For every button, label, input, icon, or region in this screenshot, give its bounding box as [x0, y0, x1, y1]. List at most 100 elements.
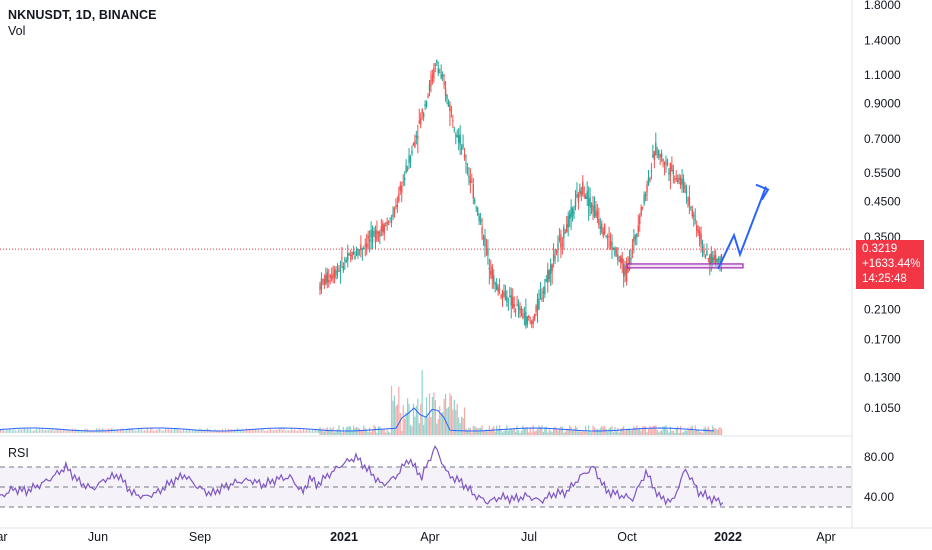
volume-bar	[21, 429, 22, 433]
candle-body	[462, 144, 464, 148]
volume-bar	[658, 432, 660, 435]
candle-body	[469, 178, 472, 183]
candle-body	[630, 257, 632, 260]
volume-bar	[169, 429, 171, 433]
price-change: +1633.44%	[862, 258, 921, 270]
candle-body	[522, 313, 524, 318]
volume-bar	[434, 400, 436, 435]
candle-body	[554, 256, 556, 259]
rsi-line	[0, 445, 724, 507]
volume-bar	[114, 430, 115, 433]
volume-bar	[646, 432, 648, 435]
candle-body	[509, 295, 511, 297]
volume-bar	[693, 431, 695, 435]
candle-body	[539, 294, 542, 296]
volume-bar	[138, 428, 139, 433]
volume-bar	[501, 432, 504, 435]
candle-body	[447, 101, 450, 107]
volume-bar	[519, 432, 521, 435]
candle-body	[487, 248, 489, 256]
candle-body	[633, 236, 635, 243]
volume-bar	[477, 428, 479, 435]
volume-bar	[561, 426, 563, 435]
candle-body	[380, 226, 383, 232]
volume-bar	[22, 428, 24, 433]
candle-body	[463, 154, 466, 159]
volume-bar	[699, 431, 701, 435]
volume-bar	[46, 429, 48, 433]
volume-bar	[637, 428, 639, 435]
candle-body	[325, 275, 327, 285]
volume-bar	[318, 429, 319, 433]
volume-bar	[636, 425, 638, 435]
volume-bar	[395, 405, 397, 435]
volume-bar	[33, 430, 34, 433]
volume-bar	[627, 428, 629, 435]
volume-bar	[431, 396, 434, 435]
candle-body	[703, 248, 705, 254]
volume-bar	[424, 417, 426, 435]
volume-bar	[582, 430, 584, 435]
volume-bar	[509, 429, 511, 435]
volume-bar	[213, 430, 214, 433]
volume-bar	[196, 429, 198, 433]
candle-body	[484, 237, 486, 247]
volume-bar	[70, 430, 72, 433]
candle-body	[510, 295, 512, 306]
candle-body	[387, 223, 390, 225]
candle-body	[571, 208, 574, 217]
candle-body	[349, 254, 352, 256]
volume-bar	[262, 429, 264, 433]
candle-body	[427, 95, 429, 98]
annotations	[0, 183, 852, 270]
volume-bar	[241, 428, 243, 433]
volume-bar	[25, 429, 27, 433]
volume-bar	[463, 407, 466, 435]
candle-body	[393, 207, 396, 215]
candle-body	[466, 168, 469, 170]
volume-bar	[172, 429, 174, 433]
volume-bar	[351, 430, 353, 435]
candle-body	[422, 113, 425, 118]
volume-bar	[195, 429, 196, 433]
candle-body	[707, 258, 710, 260]
volume-bar	[328, 429, 330, 435]
volume-bar	[370, 431, 372, 435]
candle-body	[326, 272, 328, 283]
volume-bar	[154, 430, 156, 433]
volume-bar	[421, 370, 423, 435]
volume-bar	[37, 430, 39, 433]
candle-body	[694, 218, 696, 221]
candle-body	[615, 251, 618, 253]
volume-bar	[621, 427, 623, 435]
volume-bar	[358, 428, 361, 435]
candle-body	[452, 120, 454, 122]
candle-body	[368, 239, 371, 242]
volume-bar	[631, 429, 634, 435]
candle-body	[351, 252, 353, 260]
volume-bar	[598, 429, 600, 435]
volume-bar	[720, 428, 723, 435]
candle-body	[690, 207, 692, 209]
volume-bar	[701, 432, 704, 435]
volume-bar	[117, 429, 118, 433]
candle-body	[383, 225, 385, 234]
volume-bar	[650, 427, 653, 435]
volume-bar	[244, 429, 246, 433]
volume-bar	[268, 429, 270, 433]
volume-bar	[675, 427, 677, 435]
candle-body	[643, 195, 645, 204]
volume-bar	[456, 403, 458, 435]
volume-bar	[123, 429, 124, 433]
candle-body	[660, 153, 663, 158]
candle-body	[443, 82, 445, 85]
candle-body	[659, 155, 661, 158]
volume-bar	[163, 430, 165, 433]
candle-body	[599, 226, 602, 229]
volume-bar	[115, 429, 117, 433]
candle-body	[507, 304, 510, 306]
candle-body	[609, 241, 612, 246]
candle-body	[390, 221, 393, 223]
volume-bar	[659, 431, 661, 435]
